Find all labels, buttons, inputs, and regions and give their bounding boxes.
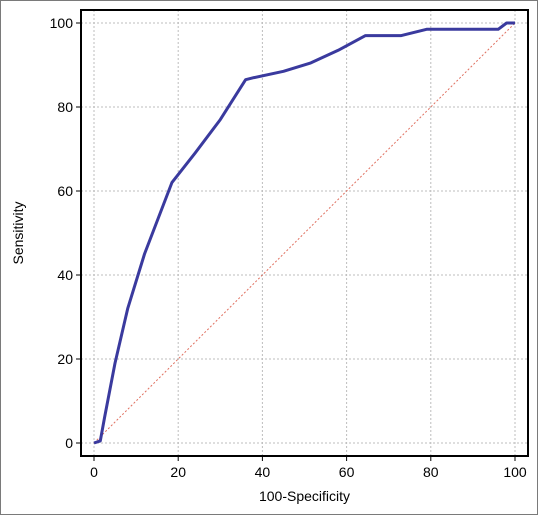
y-tick-label: 0 <box>65 435 73 451</box>
y-tick-label: 80 <box>57 99 73 115</box>
x-tick-label: 80 <box>423 464 439 480</box>
x-tick-label: 0 <box>90 464 98 480</box>
x-tick-label: 100 <box>503 464 527 480</box>
x-axis-ticks: 0 20 40 60 80 100 <box>90 456 527 480</box>
y-tick-label: 60 <box>57 183 73 199</box>
x-tick-label: 40 <box>255 464 271 480</box>
y-tick-label: 40 <box>57 267 73 283</box>
plot-area-border <box>80 9 529 457</box>
y-tick-label: 20 <box>57 351 73 367</box>
x-tick-label: 60 <box>339 464 355 480</box>
grid-lines <box>81 10 528 456</box>
y-tick-label: 100 <box>50 15 74 31</box>
y-axis-label: Sensitivity <box>10 201 26 264</box>
x-tick-label: 20 <box>170 464 186 480</box>
reference-diagonal-line <box>93 22 516 444</box>
x-axis-label: 100-Specificity <box>259 488 350 504</box>
roc-curve <box>93 21 515 445</box>
y-axis-ticks: 0 20 40 60 80 100 <box>50 15 81 451</box>
